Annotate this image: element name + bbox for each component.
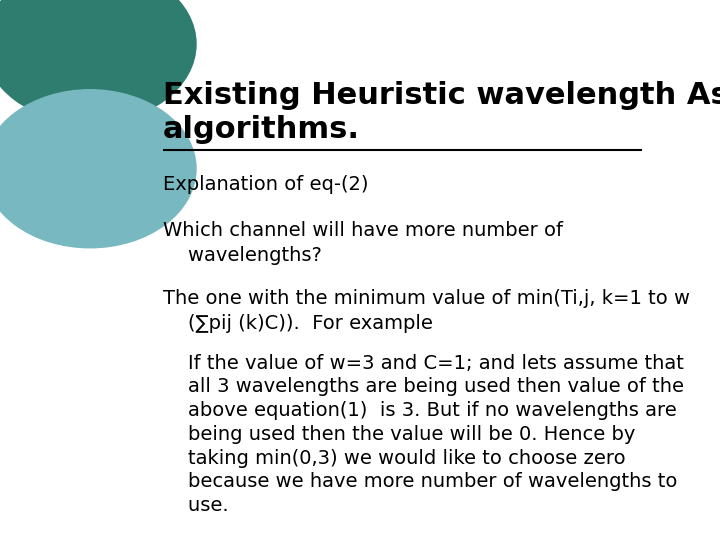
Text: all 3 wavelengths are being used then value of the: all 3 wavelengths are being used then va…	[163, 377, 683, 396]
Text: (∑pij (k)C)).  For example: (∑pij (k)C)). For example	[163, 314, 433, 333]
Text: use.: use.	[163, 496, 228, 515]
Text: above equation(1)  is 3. But if no wavelengths are: above equation(1) is 3. But if no wavele…	[163, 401, 676, 420]
Text: Explanation of eq-(2): Explanation of eq-(2)	[163, 175, 368, 194]
Circle shape	[0, 0, 196, 123]
Text: Which channel will have more number of: Which channel will have more number of	[163, 221, 562, 240]
Text: taking min(0,3) we would like to choose zero: taking min(0,3) we would like to choose …	[163, 449, 625, 468]
Circle shape	[0, 90, 196, 248]
Text: because we have more number of wavelengths to: because we have more number of wavelengt…	[163, 472, 677, 491]
Text: The one with the minimum value of min(Ti,j, k=1 to w: The one with the minimum value of min(Ti…	[163, 289, 690, 308]
Text: being used then the value will be 0. Hence by: being used then the value will be 0. Hen…	[163, 425, 635, 444]
Text: wavelengths?: wavelengths?	[163, 246, 321, 265]
Text: Existing Heuristic wavelength Assignment
algorithms.: Existing Heuristic wavelength Assignment…	[163, 82, 720, 144]
Text: If the value of w=3 and C=1; and lets assume that: If the value of w=3 and C=1; and lets as…	[163, 354, 683, 373]
